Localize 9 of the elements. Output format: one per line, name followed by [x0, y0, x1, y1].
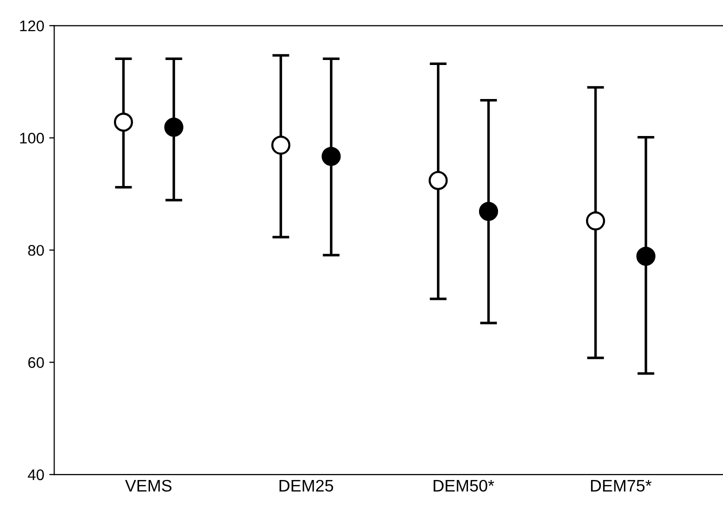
- y-tick-label: 60: [28, 357, 44, 368]
- x-tick-label: DEM25: [280, 480, 334, 492]
- x-tick-label: DEM50*: [434, 480, 494, 492]
- x-tick-label: VEMS: [125, 480, 172, 492]
- x-tick-label: DEM75*: [591, 480, 652, 492]
- y-tick-label: 100: [20, 132, 44, 144]
- y-tick-label: 40: [28, 469, 44, 480]
- y-tick-label: 120: [20, 20, 44, 32]
- y-tick-label: 80: [28, 244, 44, 256]
